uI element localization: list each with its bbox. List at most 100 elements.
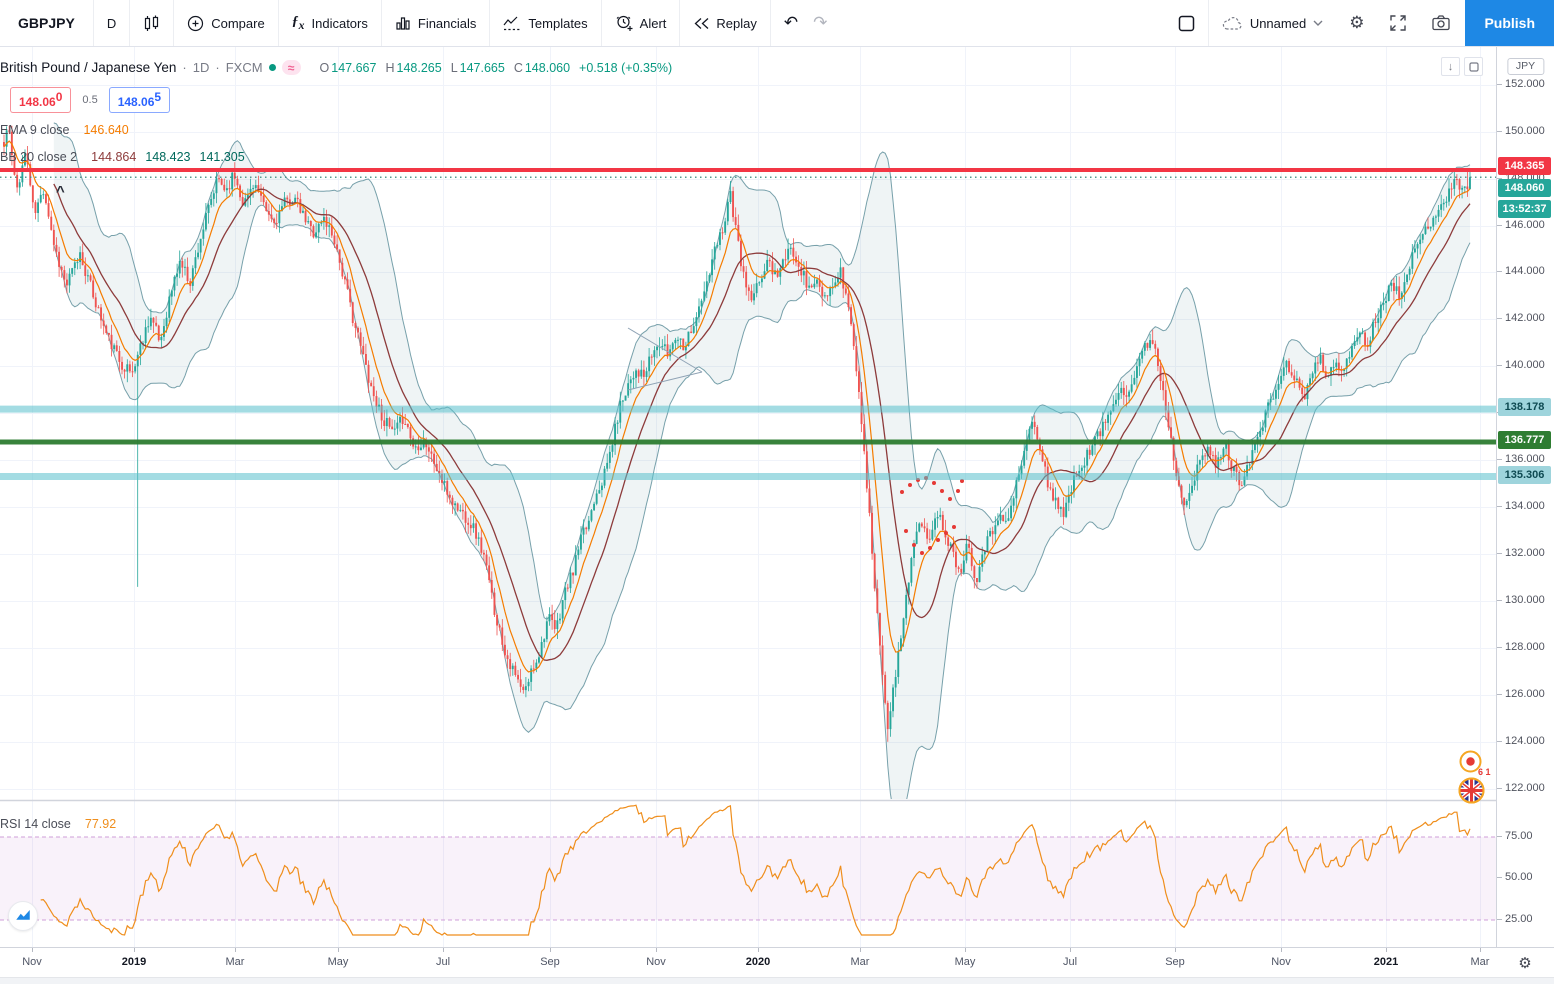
layout-name-label: Unnamed (1249, 15, 1307, 31)
divider (129, 0, 131, 46)
redo-button[interactable]: ↷ (811, 0, 840, 46)
symbol-button[interactable]: GBPJPY (0, 0, 93, 46)
rsi-value: 77.92 (84, 817, 117, 831)
time-tick-label: Jul (435, 956, 451, 968)
rsi-tick-label: 25.00 (1497, 913, 1533, 925)
price-tick-label: 152.000 (1497, 78, 1545, 90)
buy-button[interactable]: 148.065 (108, 87, 171, 113)
low-label: L (450, 60, 458, 75)
market-status-dot (268, 64, 276, 71)
interval-value[interactable]: 1D (192, 60, 210, 75)
compare-button[interactable]: Compare (174, 0, 277, 46)
bb-lower-value: 141.305 (199, 150, 245, 164)
price-axis[interactable]: JPY 152.000 150.000 148.000 146.000 144.000 1… (1496, 47, 1554, 977)
top-toolbar: GBPJPY D Compare ƒx Indicators (0, 0, 1554, 47)
ema-legend[interactable]: EMA 9 close 146.640 (0, 123, 129, 137)
price-tick-label: 124.000 (1497, 735, 1545, 747)
rsi-label: RSI 14 close (0, 817, 71, 831)
time-axis[interactable]: Nov 2019 Mar May Jul Sep Nov 2020 Mar May Jul Sep No… (0, 947, 1496, 977)
time-tick-label: Nov (22, 956, 42, 968)
mountain-chart-icon (16, 910, 30, 920)
divider (600, 0, 602, 46)
publish-button[interactable]: Publish (1465, 0, 1554, 46)
time-tick-mark (860, 948, 861, 952)
price-tick-label: 134.000 (1497, 500, 1545, 512)
gb-flag-sticker-icon[interactable] (1458, 777, 1485, 809)
layout-name-button[interactable]: Unnamed (1209, 0, 1336, 46)
time-tick-mark (550, 948, 551, 952)
change-value: +0.518 (+0.35%) (579, 60, 673, 75)
time-tick-mark (656, 948, 657, 952)
candle-style-button[interactable] (130, 0, 173, 46)
rsi-tick-label: 50.00 (1497, 871, 1533, 883)
chart-settings-button[interactable]: ⚙ (1336, 0, 1377, 46)
price-tick-label: 142.000 (1497, 312, 1545, 324)
separator-dot: · (215, 60, 220, 75)
financials-button[interactable]: Financials (382, 0, 490, 46)
maximize-icon (1468, 61, 1479, 72)
ema-value: 146.640 (83, 123, 129, 137)
sell-button[interactable]: 148.060 (10, 87, 72, 113)
spread-value: 0.5 (82, 94, 98, 106)
chevron-down-icon (1313, 20, 1323, 26)
open-value: 147.667 (331, 60, 377, 75)
pane-maximize-button[interactable] (1464, 57, 1483, 76)
indicators-label: Indicators (311, 15, 368, 31)
time-tick-label: Nov (1271, 956, 1291, 968)
time-tick-label: 2020 (745, 956, 771, 968)
ema-label: EMA 9 close (0, 123, 70, 137)
divider (769, 0, 771, 46)
exchange-label: FXCM (225, 60, 263, 75)
pane-collapse-button[interactable]: ↓ (1441, 57, 1460, 76)
camera-icon (1432, 15, 1451, 31)
main-chart[interactable] (0, 47, 1496, 947)
time-axis-settings-button[interactable]: ⚙ (1496, 947, 1554, 977)
interval-button[interactable]: D (94, 0, 129, 46)
price-tick-label: 140.000 (1497, 359, 1545, 371)
sticker-count-label: 6 1 (1478, 767, 1491, 777)
price-badge: 13:52:37 (1498, 200, 1551, 218)
tradingview-logo[interactable] (8, 901, 38, 931)
fx-icon: ƒx (291, 14, 305, 32)
fullscreen-icon (1390, 15, 1407, 31)
undo-icon: ↶ (783, 13, 799, 32)
divider (173, 0, 175, 46)
time-tick-label: 2019 (121, 956, 147, 968)
price-tick-label: 126.000 (1497, 688, 1545, 700)
time-tick-mark (1480, 948, 1481, 952)
time-tick-mark (1175, 948, 1176, 952)
price-tick-label: 150.000 (1497, 125, 1545, 137)
alert-label: Alert (639, 15, 667, 31)
bid-price: 148.06 (19, 95, 56, 109)
rsi-legend[interactable]: RSI 14 close 77.92 (0, 817, 116, 831)
replay-label: Replay (716, 15, 757, 31)
bb-basis-value: 144.864 (91, 150, 137, 164)
delayed-data-badge[interactable]: ≈ (281, 60, 301, 75)
time-tick-mark (1281, 948, 1282, 952)
time-tick-mark (32, 948, 33, 952)
snapshot-button[interactable] (1419, 0, 1465, 46)
bar-chart-icon (395, 15, 411, 31)
currency-toggle[interactable]: JPY (1506, 58, 1545, 75)
time-tick-label: Jul (1062, 956, 1078, 968)
alert-button[interactable]: Alert (602, 0, 680, 46)
replay-button[interactable]: Replay (680, 0, 769, 46)
symbol-title[interactable]: British Pound / Japanese Yen (0, 60, 177, 75)
time-tick-mark (338, 948, 339, 952)
undo-button[interactable]: ↶ (771, 0, 811, 46)
price-badge: 135.306 (1498, 466, 1551, 484)
templates-button[interactable]: Templates (490, 0, 600, 46)
time-tick-mark (235, 948, 236, 952)
close-value: 148.060 (524, 60, 571, 75)
arrow-marker-drawing[interactable]: ^ (56, 183, 65, 200)
timer-sticker-icon[interactable] (1459, 750, 1482, 778)
divider (1207, 0, 1209, 46)
indicators-button[interactable]: ƒx Indicators (279, 0, 381, 46)
bb-legend[interactable]: BB 20 close 2 144.864 148.423 141.305 (0, 150, 245, 164)
layout-grid-button[interactable] (1165, 0, 1208, 46)
fullscreen-button[interactable] (1377, 0, 1419, 46)
time-tick-mark (1386, 948, 1387, 952)
open-label: O (319, 60, 330, 75)
time-tick-label: Sep (540, 956, 560, 968)
